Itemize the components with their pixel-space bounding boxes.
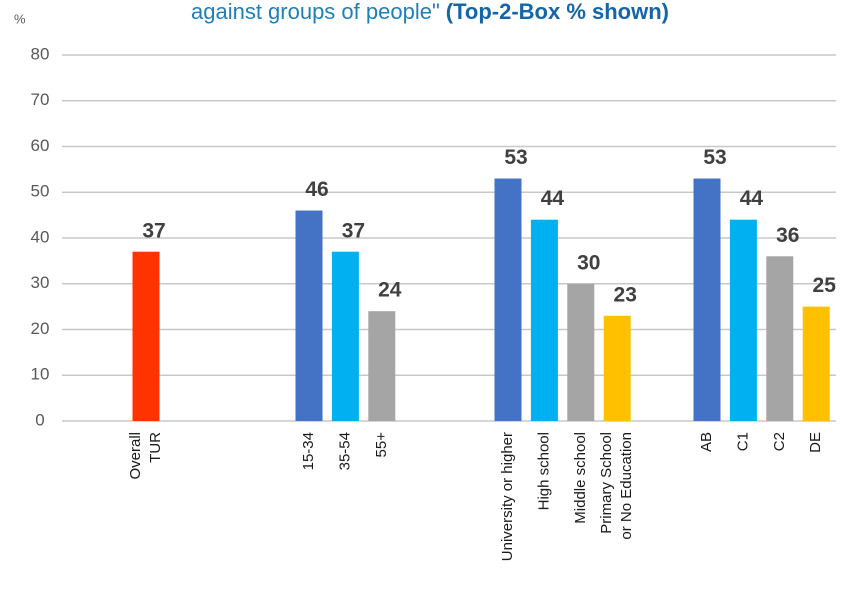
- y-tick-label: 80: [31, 44, 50, 63]
- x-tick-label: TUR: [147, 432, 164, 463]
- title-main: against groups of people": [191, 0, 440, 24]
- x-tick-label: C2: [771, 432, 788, 451]
- data-label: 53: [703, 146, 726, 169]
- x-tick-label: Middle school: [572, 432, 589, 524]
- data-label: 44: [740, 187, 764, 210]
- bar: [331, 251, 359, 421]
- x-tick-label: C1: [734, 432, 751, 451]
- y-tick-label: 60: [31, 136, 50, 155]
- bar: [693, 178, 721, 421]
- data-label: 37: [342, 219, 365, 242]
- data-label: 25: [813, 274, 837, 297]
- bar: [567, 283, 595, 421]
- bar: [766, 256, 794, 421]
- data-label: 30: [577, 251, 600, 274]
- bar: [132, 251, 160, 421]
- y-axis-label: %: [14, 11, 26, 26]
- x-tick-label: DE: [807, 432, 824, 453]
- bar: [603, 315, 631, 421]
- chart-title: against groups of people" (Top-2-Box % sh…: [191, 0, 669, 24]
- data-label: 23: [614, 283, 637, 306]
- x-tick-label: 15-34: [300, 432, 317, 470]
- data-label: 53: [504, 146, 527, 169]
- x-tick-label: University or higher: [499, 432, 516, 561]
- x-tick-label: Overall: [127, 432, 144, 480]
- y-tick-label: 40: [31, 227, 50, 246]
- x-tick-label: High school: [535, 432, 552, 510]
- x-tick-label: 55+: [373, 432, 390, 458]
- data-label: 24: [378, 279, 402, 302]
- y-tick-label: 70: [31, 90, 50, 109]
- x-tick-label: or No Education: [618, 432, 635, 540]
- y-tick-label: 30: [31, 273, 50, 292]
- data-label: 44: [541, 187, 565, 210]
- bar: [729, 219, 757, 421]
- x-tick-label: 35-54: [336, 432, 353, 470]
- bar: [802, 306, 830, 421]
- bar: [368, 311, 396, 421]
- x-tick-label: AB: [698, 432, 715, 452]
- data-label: 46: [305, 178, 328, 201]
- bar: [530, 219, 558, 421]
- y-tick-label: 10: [31, 365, 50, 384]
- y-tick-label: 20: [31, 319, 50, 338]
- data-label: 37: [142, 219, 165, 242]
- bar: [295, 210, 323, 421]
- y-tick-label: 0: [35, 410, 44, 429]
- title-note: (Top-2-Box % shown): [446, 0, 669, 24]
- data-label: 36: [776, 224, 799, 247]
- y-tick-label: 50: [31, 182, 50, 201]
- x-tick-label: Primary School: [598, 432, 615, 534]
- bar: [494, 178, 522, 421]
